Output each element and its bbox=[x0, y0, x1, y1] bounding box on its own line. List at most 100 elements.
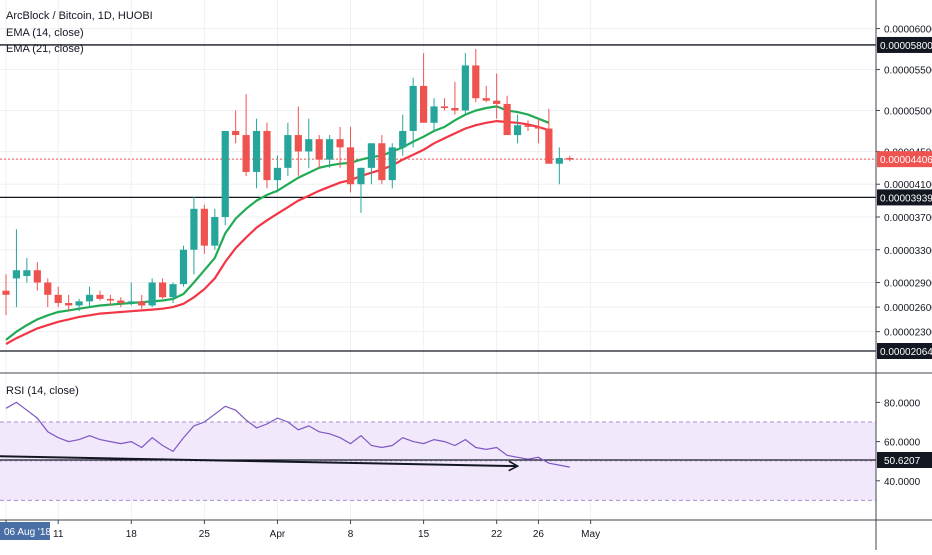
rsi-tick-label: 80.0000 bbox=[884, 398, 921, 409]
candle-body-11 bbox=[117, 300, 125, 303]
candle-body-5 bbox=[54, 294, 62, 303]
candle-body-54 bbox=[566, 158, 574, 160]
candle-body-18 bbox=[190, 208, 198, 250]
price-label-box-1 bbox=[877, 151, 932, 168]
candle-body-23 bbox=[242, 135, 250, 172]
candle-body-17 bbox=[179, 249, 188, 285]
candle-body-49 bbox=[513, 125, 522, 136]
candle-body-4 bbox=[44, 282, 52, 295]
candle-body-7 bbox=[75, 301, 83, 306]
candle-body-53 bbox=[555, 158, 563, 164]
candle-body-31 bbox=[326, 139, 334, 160]
candle-body-30 bbox=[315, 139, 323, 160]
rsi-legend: RSI (14, close) bbox=[6, 385, 79, 397]
rsi-tick-label: 60.0000 bbox=[884, 438, 921, 449]
candle-body-21 bbox=[221, 130, 229, 217]
series-layer bbox=[0, 49, 574, 472]
candle-body-14 bbox=[148, 282, 156, 306]
price-tick-label: 0.00002600 bbox=[884, 303, 932, 314]
candle-body-39 bbox=[409, 85, 417, 131]
time-tick-label: 15 bbox=[418, 529, 430, 540]
price-level-label: 0.00004406 bbox=[880, 155, 932, 166]
time-tick-label: 8 bbox=[348, 529, 354, 540]
candle-body-51 bbox=[534, 126, 543, 129]
price-level-label: 0.00003939 bbox=[880, 193, 932, 204]
time-tick-label: 11 bbox=[53, 529, 64, 540]
ema21-legend: EMA (21, close) bbox=[6, 43, 84, 55]
rsi-level-label: 50.6207 bbox=[884, 456, 921, 467]
candle-body-52 bbox=[545, 128, 553, 164]
candle-body-2 bbox=[23, 270, 31, 276]
candle-body-36 bbox=[378, 143, 386, 181]
candle-body-20 bbox=[211, 216, 219, 246]
axis-labels: 0.000060000.000055000.000050000.00004500… bbox=[0, 25, 932, 540]
time-tick-label: 06 Aug '18 bbox=[4, 527, 51, 538]
rsi-trendline bbox=[0, 455, 518, 468]
candle-body-33 bbox=[346, 147, 355, 185]
candle-body-19 bbox=[200, 208, 208, 246]
candle-body-28 bbox=[294, 135, 302, 152]
candle-body-15 bbox=[159, 282, 167, 298]
candle-body-25 bbox=[263, 130, 271, 181]
time-tick-label: 18 bbox=[126, 529, 138, 540]
candle-body-6 bbox=[65, 302, 73, 306]
candle-body-26 bbox=[273, 167, 282, 181]
price-tick-label: 0.00002300 bbox=[884, 328, 932, 339]
candle-body-47 bbox=[493, 100, 501, 104]
ema21-line bbox=[5, 119, 550, 345]
candle-body-34 bbox=[357, 167, 365, 185]
candle-body-38 bbox=[399, 130, 407, 148]
candle-body-9 bbox=[96, 294, 104, 299]
candle-body-22 bbox=[232, 130, 240, 136]
rsi-line bbox=[5, 401, 570, 468]
candle-body-48 bbox=[503, 103, 511, 136]
candle-body-45 bbox=[472, 65, 480, 99]
candle-body-12 bbox=[127, 301, 135, 303]
price-level-label: 0.00002064 bbox=[880, 347, 932, 358]
candle-body-37 bbox=[388, 147, 396, 181]
price-tick-label: 0.00005000 bbox=[884, 106, 932, 117]
price-label-box-2 bbox=[877, 189, 932, 206]
price-label-box-0 bbox=[877, 36, 932, 53]
trendline-arrowhead bbox=[508, 460, 520, 472]
candle-body-8 bbox=[85, 294, 94, 302]
time-highlight-box bbox=[0, 522, 50, 540]
candle-body-46 bbox=[482, 98, 490, 101]
candle-body-24 bbox=[252, 130, 261, 172]
price-tick-label: 0.00004100 bbox=[884, 180, 932, 191]
candle-body-29 bbox=[305, 139, 313, 152]
price-tick-label: 0.00003300 bbox=[884, 246, 932, 257]
time-tick-label: 22 bbox=[491, 529, 503, 540]
candle-body-35 bbox=[367, 143, 375, 168]
candle-body-40 bbox=[420, 85, 428, 123]
candle-body-1 bbox=[12, 270, 21, 279]
candle-body-3 bbox=[33, 270, 41, 283]
rsi-label-box-0 bbox=[877, 451, 932, 468]
time-tick-label: 25 bbox=[199, 529, 211, 540]
price-tick-label: 0.00002900 bbox=[884, 279, 932, 290]
candle-body-13 bbox=[138, 301, 146, 306]
candle-body-0 bbox=[2, 290, 10, 295]
corner-box bbox=[877, 521, 932, 550]
candle-body-41 bbox=[430, 106, 438, 123]
candle-body-44 bbox=[461, 65, 469, 111]
ema14-legend: EMA (14, close) bbox=[6, 27, 84, 39]
price-tick-label: 0.00006000 bbox=[884, 25, 932, 36]
symbol-title: ArcBlock / Bitcoin, 1D, HUOBI bbox=[6, 10, 153, 22]
candle-body-50 bbox=[524, 125, 532, 127]
candle-body-16 bbox=[169, 284, 177, 298]
time-tick-label: May bbox=[581, 529, 600, 540]
time-tick-label: Apr bbox=[270, 529, 286, 540]
price-label-box-3 bbox=[877, 343, 932, 359]
time-tick-label: 26 bbox=[533, 529, 545, 540]
rsi-tick-label: 40.0000 bbox=[884, 477, 921, 488]
price-tick-label: 0.00005500 bbox=[884, 66, 932, 77]
candle-body-32 bbox=[336, 139, 344, 148]
candle-body-43 bbox=[451, 108, 459, 111]
price-tick-label: 0.00003700 bbox=[884, 213, 932, 224]
candle-body-27 bbox=[284, 135, 292, 168]
price-level-label: 0.00005800 bbox=[880, 41, 932, 52]
